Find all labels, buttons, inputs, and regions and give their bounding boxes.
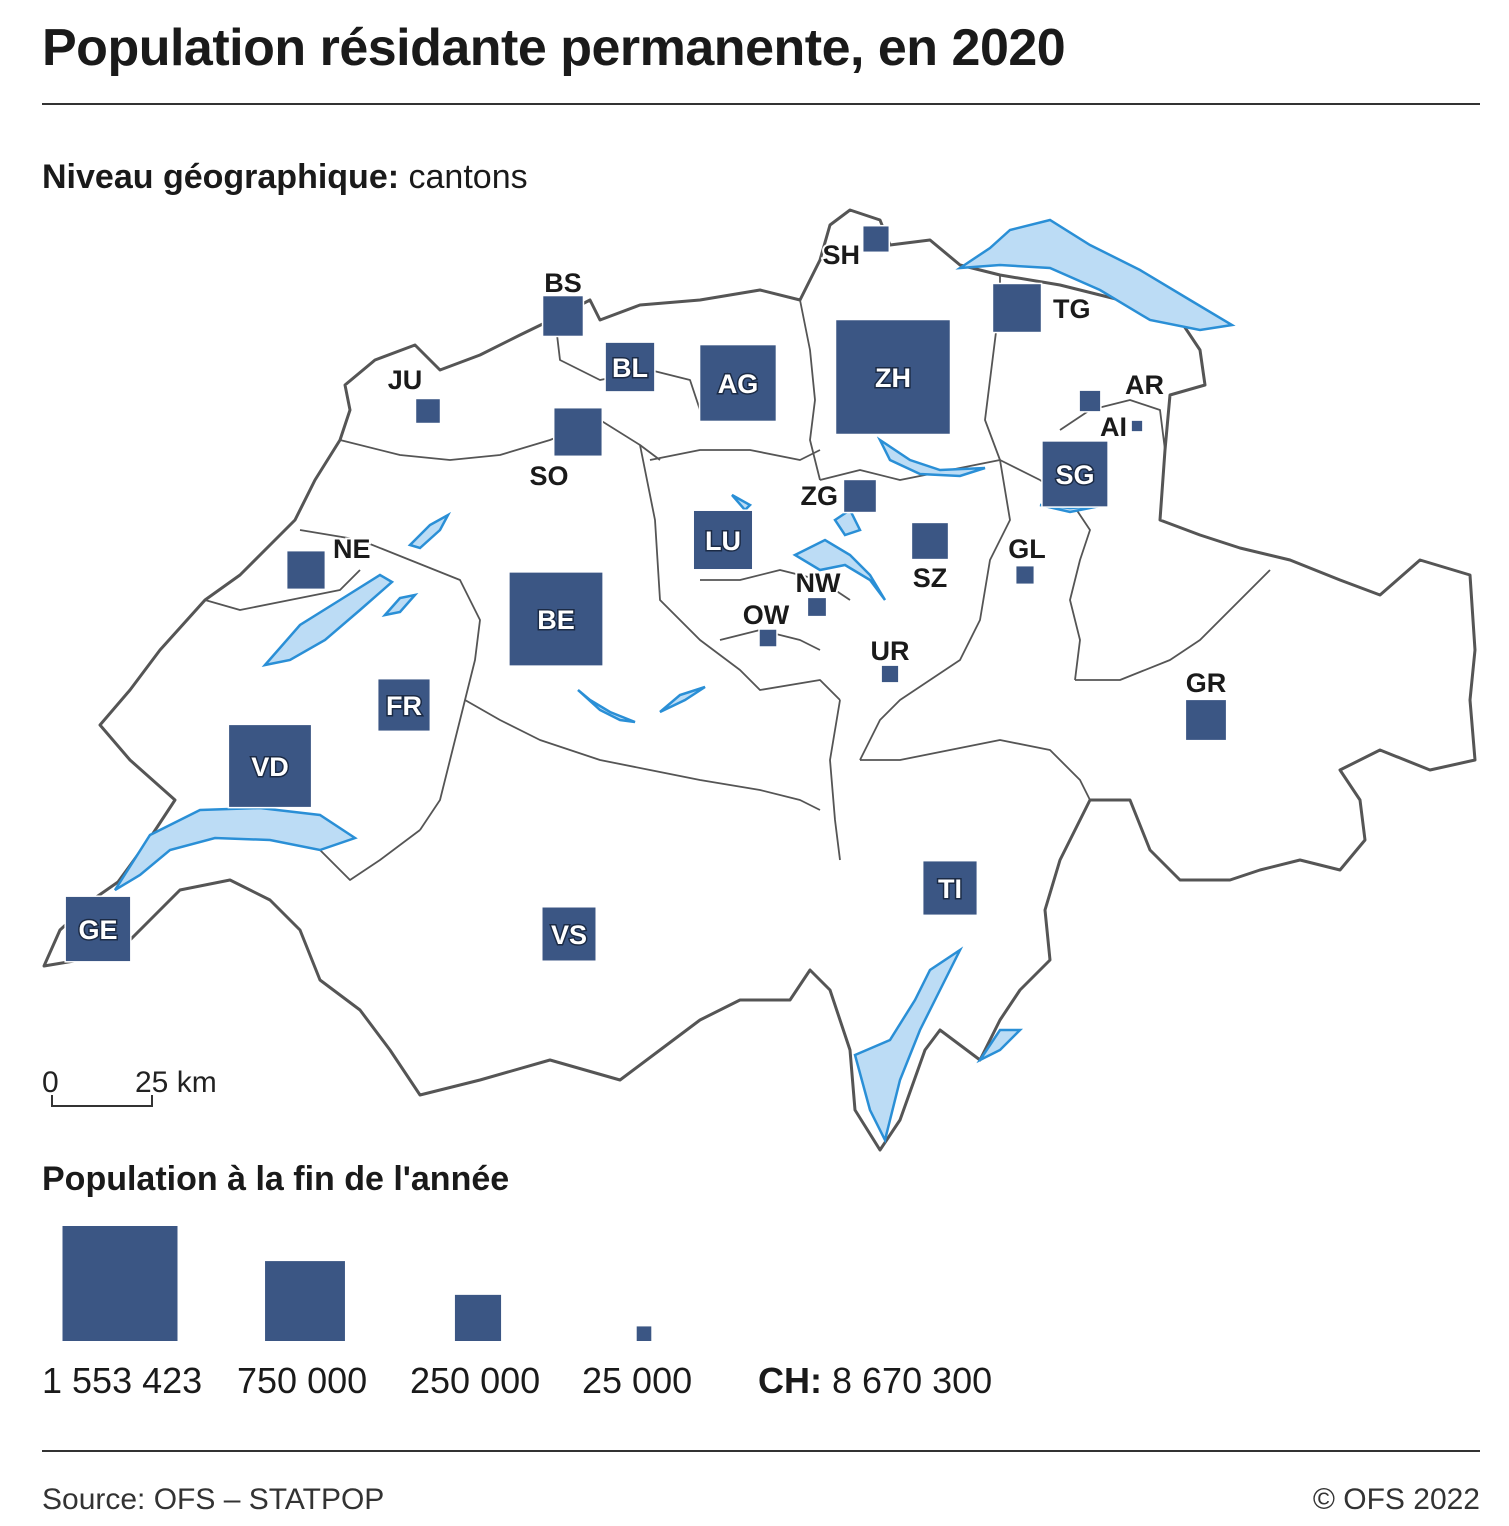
lake-zug xyxy=(833,508,862,537)
label-zg: ZG xyxy=(801,481,839,511)
legend-value-3: 250 000 xyxy=(410,1360,541,1401)
symbol-gr xyxy=(1184,698,1228,742)
legend-value-1: 1 553 423 xyxy=(42,1360,203,1401)
scale-bar: 0 25 km xyxy=(42,1066,217,1107)
symbol-ju xyxy=(414,397,442,425)
label-so: SO xyxy=(529,461,568,491)
total-value: 8 670 300 xyxy=(832,1360,993,1401)
legend-square-4 xyxy=(636,1326,652,1341)
label-sz: SZ xyxy=(913,563,948,593)
geo-level-value: cantons xyxy=(408,158,528,196)
lake-brienz xyxy=(659,685,706,714)
lake-thun xyxy=(577,689,636,724)
label-tg: TG xyxy=(1053,294,1091,324)
symbol-ow xyxy=(758,628,778,648)
geo-level-label: Niveau géographique: xyxy=(42,158,400,196)
symbol-vd xyxy=(227,723,313,809)
label-sg: SG xyxy=(1055,460,1094,490)
label-ju: JU xyxy=(388,365,423,395)
symbol-sg xyxy=(1041,440,1109,508)
legend-square-1 xyxy=(62,1226,178,1341)
label-ge: GE xyxy=(78,915,117,945)
symbol-bl xyxy=(604,341,656,393)
total-switzerland: CH: 8 670 300 xyxy=(758,1360,992,1402)
symbol-sz xyxy=(910,521,950,561)
lake-lucerne xyxy=(792,538,887,601)
legend-square-3 xyxy=(454,1294,502,1341)
symbol-ai xyxy=(1130,419,1144,433)
label-bs: BS xyxy=(544,268,582,298)
scale-start-label: 0 xyxy=(42,1066,59,1099)
map-title: Population résidante permanente, en 2020 xyxy=(42,19,1066,77)
legend-value-2: 750 000 xyxy=(237,1360,368,1401)
symbol-bs xyxy=(541,294,585,338)
label-lu: LU xyxy=(705,526,741,556)
legend-value-4: 25 000 xyxy=(582,1360,693,1401)
scale-end-label: 25 km xyxy=(135,1066,217,1099)
symbol-sh xyxy=(861,224,891,254)
lake-geneva xyxy=(113,806,358,892)
label-ai: AI xyxy=(1100,412,1127,442)
symbol-ur xyxy=(880,664,900,684)
symbol-vs xyxy=(541,906,597,962)
label-ne: NE xyxy=(333,534,371,564)
label-nw: NW xyxy=(796,568,841,598)
label-vs: VS xyxy=(551,920,587,950)
geo-level: Niveau géographique: cantons xyxy=(42,158,528,197)
symbol-fr xyxy=(376,677,432,733)
lake-constance xyxy=(955,218,1236,332)
lake-morat xyxy=(381,593,419,617)
label-be: BE xyxy=(537,605,575,635)
symbol-ag xyxy=(698,343,778,423)
label-bl: BL xyxy=(612,353,648,383)
label-ti: TI xyxy=(938,874,962,904)
symbol-zg xyxy=(842,478,878,514)
label-zh: ZH xyxy=(875,363,911,393)
country-outline xyxy=(42,208,1477,1152)
symbol-ge xyxy=(64,895,132,963)
label-ow: OW xyxy=(743,600,790,630)
lake-biel xyxy=(407,511,452,550)
label-ag: AG xyxy=(718,369,759,399)
lake-lugano xyxy=(976,1028,1024,1064)
symbol-so xyxy=(552,406,604,458)
symbol-gl xyxy=(1014,564,1036,586)
symbol-be xyxy=(508,571,604,667)
label-gr: GR xyxy=(1186,668,1227,698)
label-ar: AR xyxy=(1125,370,1164,400)
label-ur: UR xyxy=(871,636,910,666)
lake-neuchatel xyxy=(261,573,395,667)
copyright-note: © OFS 2022 xyxy=(1312,1483,1480,1516)
canton-symbols: ZH BE VD AG SG GE LU TI VS FR BL TG SO GR BS NE SZ ZG SH JU… xyxy=(64,224,1228,963)
footer-divider xyxy=(42,1450,1480,1452)
lake-sempach xyxy=(731,493,753,512)
label-vd: VD xyxy=(251,752,289,782)
symbol-ne xyxy=(285,549,327,591)
lake-maggiore xyxy=(853,946,964,1144)
symbol-lu xyxy=(692,509,754,571)
legend-symbols xyxy=(62,1226,652,1341)
label-gl: GL xyxy=(1008,534,1046,564)
title-divider xyxy=(42,103,1480,105)
symbol-ar xyxy=(1078,389,1102,413)
symbol-zh xyxy=(834,318,952,436)
source-note: Source: OFS – STATPOP xyxy=(42,1483,385,1516)
total-label: CH: xyxy=(758,1360,822,1401)
symbol-ti xyxy=(921,859,979,917)
label-fr: FR xyxy=(386,691,422,721)
lake-zurich xyxy=(876,436,986,478)
legend-square-2 xyxy=(265,1261,345,1341)
lakes xyxy=(113,218,1236,1144)
label-sh: SH xyxy=(822,240,860,270)
legend-title: Population à la fin de l'année xyxy=(42,1160,510,1198)
symbol-nw xyxy=(806,596,828,618)
symbol-tg xyxy=(991,282,1043,334)
